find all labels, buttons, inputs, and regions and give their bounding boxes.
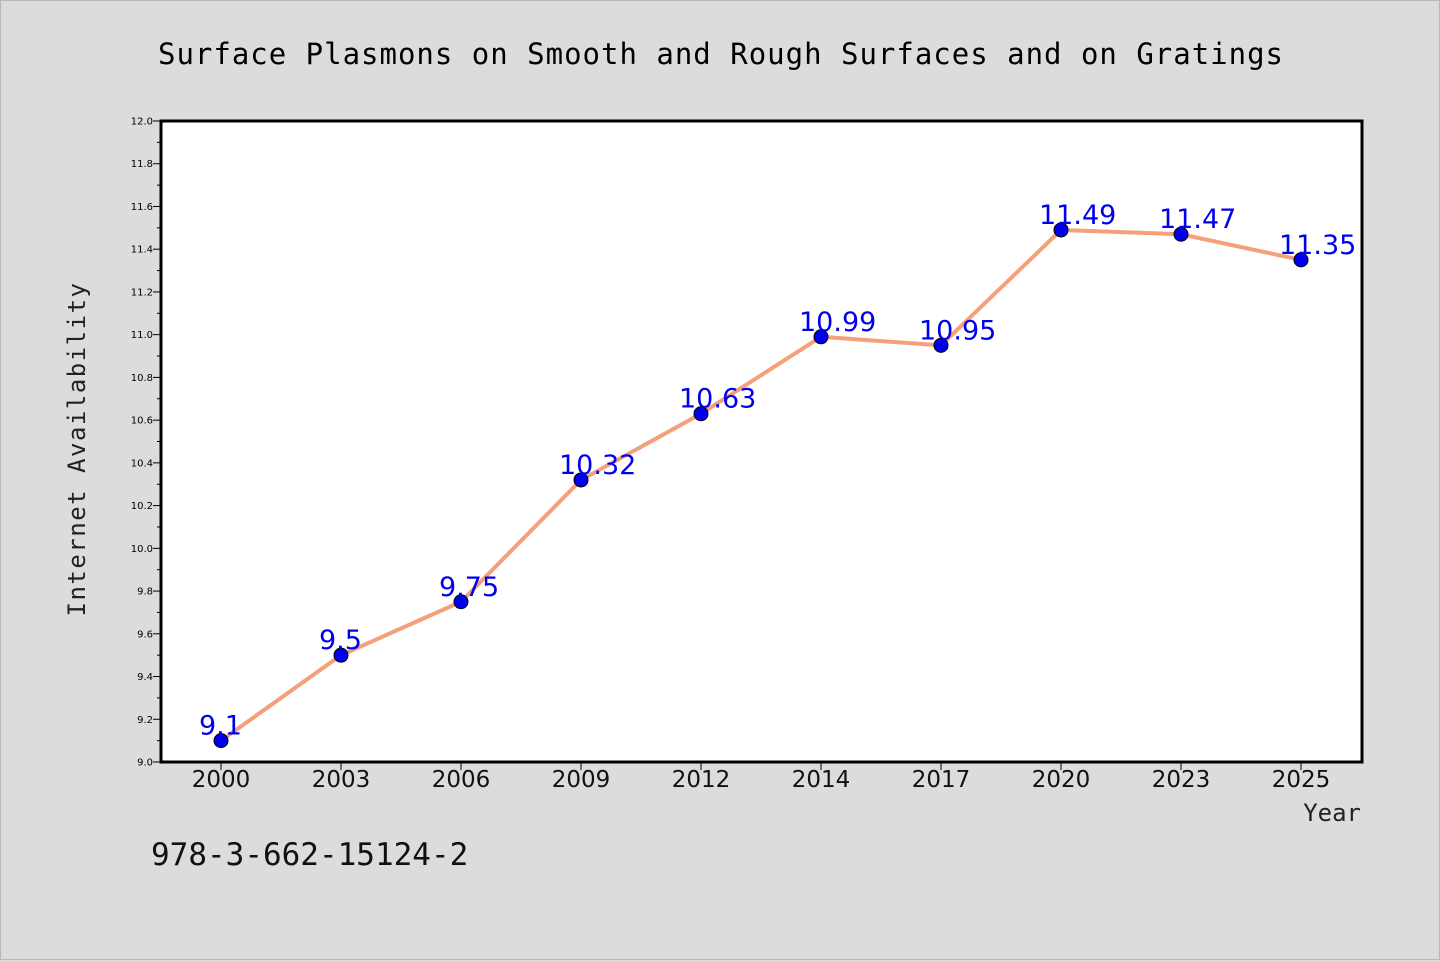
data-label: 10.95 — [919, 315, 996, 346]
y-tick-label: 9.8 — [137, 587, 153, 598]
data-label: 10.63 — [679, 384, 756, 415]
data-label: 10.99 — [799, 307, 876, 338]
y-tick-label: 12.0 — [131, 117, 153, 128]
series-line — [219, 227, 1303, 743]
y-tick-label: 9.0 — [137, 758, 153, 769]
y-tick-label: 10.4 — [131, 458, 153, 469]
chart-title: Surface Plasmons on Smooth and Rough Sur… — [158, 37, 1284, 71]
series-layer: 9.1 9.5 9.75 10.32 10.63 10.99 10.95 11.49 11.47… — [199, 200, 1356, 749]
x-tick-label: 2000 — [192, 767, 251, 793]
data-point — [693, 406, 709, 422]
y-tick-label: 9.4 — [137, 672, 153, 683]
data-point — [453, 594, 469, 610]
data-point — [1293, 252, 1309, 268]
x-tick-label: 2023 — [1152, 767, 1211, 793]
data-point — [1053, 222, 1069, 238]
y-tick-label: 10.0 — [131, 544, 153, 555]
x-tick-label: 2014 — [792, 767, 851, 793]
x-tick-label: 2012 — [672, 767, 731, 793]
y-tick-label: 11.8 — [131, 159, 153, 170]
plot-area — [159, 119, 1364, 764]
x-axis-label: Year — [1303, 799, 1361, 827]
data-label: 9.5 — [319, 625, 362, 656]
x-tick-label: 2020 — [1032, 767, 1091, 793]
y-tick-label: 11.4 — [131, 245, 153, 256]
data-point — [213, 733, 229, 749]
data-label: 9.1 — [199, 711, 242, 742]
y-tick-label: 9.6 — [137, 629, 153, 640]
y-tick-label: 10.8 — [131, 373, 153, 384]
data-label: 9.75 — [439, 572, 499, 603]
data-point — [813, 329, 829, 345]
y-axis: 9.0 9.2 9.4 9.6 9.8 10.0 10.2 10.4 10.6 10.8 11.0 1… — [131, 117, 161, 769]
x-tick-label: 2017 — [912, 767, 971, 793]
x-tick-label: 2006 — [432, 767, 491, 793]
isbn-label: 978-3-662-15124-2 — [151, 837, 468, 873]
data-point — [1173, 226, 1189, 242]
data-label: 11.47 — [1159, 204, 1236, 235]
y-tick-label: 11.0 — [131, 330, 153, 341]
data-label: 11.49 — [1039, 200, 1116, 231]
data-point — [573, 472, 589, 488]
data-label: 11.35 — [1279, 230, 1356, 261]
y-tick-label: 10.2 — [131, 501, 153, 512]
x-tick-label: 2009 — [552, 767, 611, 793]
x-tick-label: 2003 — [312, 767, 371, 793]
data-point — [933, 337, 949, 353]
x-tick-label: 2025 — [1272, 767, 1331, 793]
data-point — [333, 647, 349, 663]
y-axis-label: Internet Availability — [63, 282, 91, 617]
y-tick-label: 11.2 — [131, 287, 153, 298]
y-tick-label: 10.6 — [131, 416, 153, 427]
y-tick-label: 9.2 — [137, 715, 153, 726]
y-tick-label: 11.6 — [131, 202, 153, 213]
data-label: 10.32 — [559, 450, 636, 481]
x-axis: 2000 2003 2006 2009 2012 2014 2017 2020 2023 2025 — [192, 762, 1331, 793]
